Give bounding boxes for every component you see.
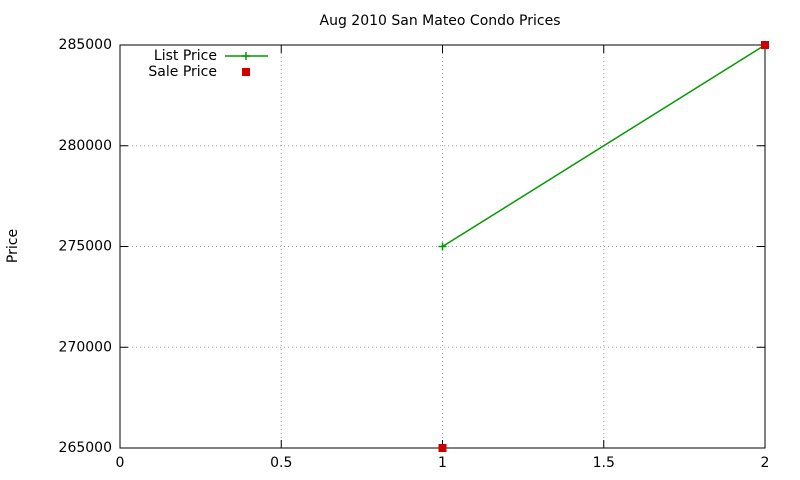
y-tick-label: 285000 [59, 37, 112, 53]
line [442, 44, 766, 248]
chart-title: Aug 2010 San Mateo Condo Prices [320, 13, 561, 29]
point [761, 41, 769, 49]
legend-label: List Price [154, 48, 217, 64]
y-tick-label: 270000 [59, 339, 112, 355]
x-tick-label: 1.5 [593, 455, 615, 471]
y-tick-label: 275000 [59, 239, 112, 255]
point [438, 242, 447, 251]
y-tick-label: 265000 [59, 440, 112, 456]
point [438, 444, 447, 452]
y-tick-label: 280000 [59, 138, 112, 154]
legend-marker [242, 68, 250, 76]
x-tick-label: 0.5 [270, 455, 292, 471]
x-tick-label: 2 [761, 455, 770, 471]
x-tick-label: 1 [438, 455, 447, 471]
y-axis-label: Price [5, 229, 21, 263]
legend-label: Sale Price [148, 64, 217, 80]
x-tick-label: 0 [116, 455, 125, 471]
legend-marker [242, 52, 250, 60]
